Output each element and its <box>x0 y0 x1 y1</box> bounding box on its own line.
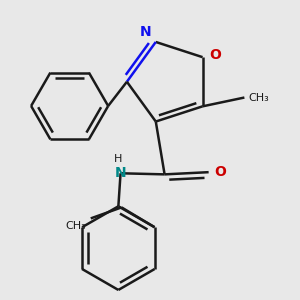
Text: CH₃: CH₃ <box>66 220 86 231</box>
Text: H: H <box>114 154 122 164</box>
Text: O: O <box>214 165 226 179</box>
Text: O: O <box>209 48 221 62</box>
Text: N: N <box>140 25 152 39</box>
Text: CH₃: CH₃ <box>249 92 269 103</box>
Text: N: N <box>115 166 126 180</box>
